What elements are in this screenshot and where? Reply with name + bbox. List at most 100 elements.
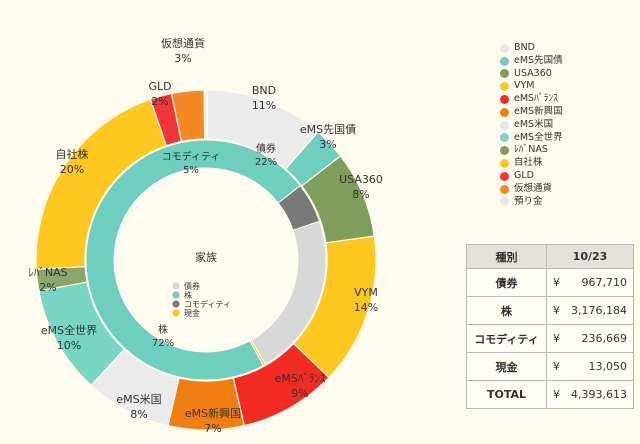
- slice-percent-label: 8%: [130, 408, 147, 421]
- legend-dot: [500, 184, 509, 194]
- inner-percent-label: 22%: [255, 157, 277, 168]
- legend-item: BND: [500, 42, 563, 55]
- table-row: 株 ¥3,176,184: [466, 296, 634, 325]
- header-category: 種別: [466, 244, 547, 269]
- legend-item: 預り金: [500, 196, 563, 209]
- inner-legend-label: 債券: [184, 281, 200, 291]
- inner-legend-label: 株: [184, 290, 192, 300]
- inner-name-label: 株: [158, 323, 168, 336]
- legend-item: eMS米国: [500, 119, 563, 132]
- row-amount: 4,393,613: [571, 388, 627, 401]
- summary-table: 種別 10/23 債券 ¥967,710 株 ¥3,176,184 コモディティ…: [466, 244, 634, 409]
- slice-percent-label: 2%: [151, 95, 168, 108]
- inner-percent-label: 5%: [183, 165, 199, 176]
- slice-percent-label: 20%: [60, 163, 84, 176]
- yen-sign: ¥: [553, 388, 560, 401]
- table-row: TOTAL ¥4,393,613: [466, 380, 634, 409]
- row-category: 現金: [466, 352, 547, 381]
- row-amount: 967,710: [581, 276, 628, 289]
- slice-percent-label: 9%: [291, 387, 308, 400]
- row-value: ¥4,393,613: [546, 380, 634, 409]
- legend-item: 仮想通貨: [500, 183, 563, 196]
- slice-percent-label: 14%: [354, 301, 378, 314]
- row-amount: 3,176,184: [571, 304, 627, 317]
- table-row: 債券 ¥967,710: [466, 268, 634, 297]
- slice-percent-label: 11%: [252, 99, 276, 112]
- yen-sign: ¥: [553, 276, 560, 289]
- row-amount: 13,050: [588, 360, 628, 373]
- row-amount: 236,669: [581, 332, 628, 345]
- legend-label: BND: [514, 42, 535, 53]
- table-row: 現金 ¥13,050: [466, 352, 634, 381]
- summary-table-header: 種別 10/23: [466, 244, 634, 269]
- row-value: ¥13,050: [546, 352, 634, 381]
- legend-item: 自社株: [500, 157, 563, 170]
- slice-name-label: eMS先国債: [300, 122, 356, 136]
- slice-percent-label: 7%: [204, 422, 221, 435]
- legend-dot: [500, 43, 509, 53]
- outer-slice: [203, 89, 209, 140]
- slice-percent-label: 2%: [39, 281, 56, 294]
- slice-name-label: GLD: [148, 80, 171, 93]
- slice-name-label: ﾚﾊﾞNAS: [28, 266, 67, 279]
- legend-item: ﾚﾊﾞNAS: [500, 144, 563, 157]
- inner-legend-label: 現金: [184, 308, 200, 318]
- slice-percent-label: 3%: [174, 52, 191, 65]
- legend-label: eMS米国: [514, 118, 554, 130]
- table-row: コモディティ ¥236,669: [466, 324, 634, 353]
- slice-name-label: 仮想通貨: [161, 36, 205, 50]
- legend-dot: [500, 69, 509, 79]
- legend-label: eMS先国債: [514, 54, 563, 66]
- legend-label: eMS新興国: [514, 105, 563, 117]
- center-label: 家族: [195, 250, 217, 264]
- legend-dot: [500, 56, 509, 66]
- slice-name-label: 自社株: [56, 147, 89, 161]
- legend-dot: [500, 95, 509, 105]
- slice-name-label: eMSﾊﾞﾗﾝｽ: [275, 372, 326, 385]
- legend-dot: [500, 146, 509, 156]
- inner-slice: [85, 139, 301, 381]
- inner-legend-dot: [172, 309, 180, 317]
- row-category: 株: [466, 296, 547, 325]
- legend-item: GLD: [500, 170, 563, 183]
- inner-legend-dot: [172, 300, 180, 308]
- legend-label: 預り金: [514, 195, 543, 207]
- legend-dot: [500, 107, 509, 117]
- slice-name-label: USA360: [339, 173, 383, 186]
- row-category: 債券: [466, 268, 547, 297]
- yen-sign: ¥: [553, 304, 560, 317]
- legend-label: 仮想通貨: [514, 182, 553, 194]
- slice-percent-label: 8%: [352, 188, 369, 201]
- row-category: TOTAL: [466, 380, 547, 409]
- slice-name-label: eMS新興国: [185, 406, 241, 420]
- inner-legend-label: コモディティ: [184, 299, 231, 309]
- slice-percent-label: 3%: [319, 138, 336, 151]
- legend-label: eMS全世界: [514, 131, 563, 143]
- legend-item: eMS全世界: [500, 132, 563, 145]
- inner-name-label: コモディティ: [162, 150, 221, 163]
- legend-label: VYM: [514, 80, 535, 92]
- yen-sign: ¥: [553, 360, 560, 373]
- slice-name-label: eMS米国: [116, 393, 161, 406]
- slice-percent-label: 10%: [57, 339, 81, 352]
- row-value: ¥967,710: [546, 268, 634, 297]
- legend-dot: [500, 120, 509, 130]
- legend-item: USA360: [500, 68, 563, 81]
- legend-label: USA360: [514, 67, 552, 79]
- row-value: ¥236,669: [546, 324, 634, 353]
- legend-label: 自社株: [514, 157, 543, 169]
- legend-item: eMS先国債: [500, 55, 563, 68]
- legend-label: GLD: [514, 169, 534, 181]
- legend-label: ﾚﾊﾞNAS: [514, 144, 548, 156]
- inner-percent-label: 72%: [152, 338, 174, 349]
- legend-dot: [500, 171, 509, 181]
- legend-dot: [500, 133, 509, 143]
- legend-dot: [500, 197, 509, 207]
- inner-slice: [249, 339, 266, 367]
- legend-item: VYM: [500, 80, 563, 93]
- donut-chart: BND 11% eMS先国債 3% USA360 8% VYM 14% eMSﾊﾞﾗﾝｽ 9% eM…: [28, 36, 383, 435]
- slice-name-label: VYM: [354, 286, 378, 299]
- header-date: 10/23: [546, 244, 634, 269]
- inner-legend-dot: [172, 291, 180, 299]
- legend-item: eMSﾊﾞﾗﾝｽ: [500, 93, 563, 106]
